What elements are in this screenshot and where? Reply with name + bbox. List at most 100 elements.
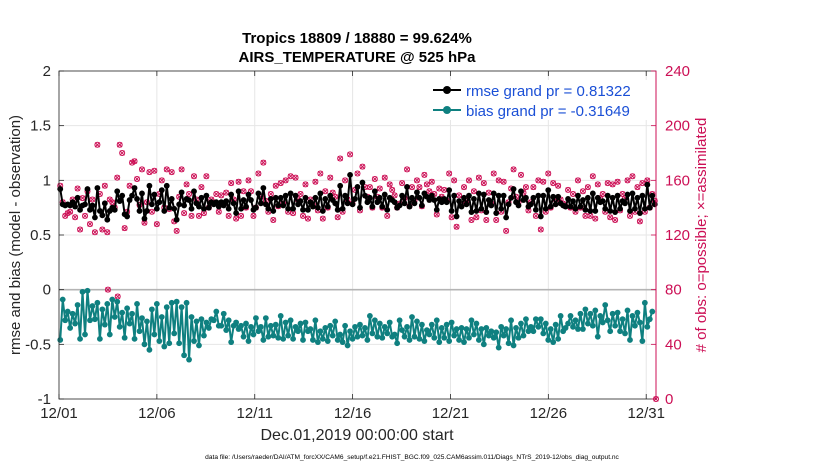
rmse-point	[369, 203, 376, 210]
obs-possible-marker	[579, 188, 586, 195]
obs-possible-marker	[86, 221, 93, 228]
rmse-point	[116, 198, 123, 205]
obs-possible-marker	[614, 178, 621, 185]
obs-possible-marker	[337, 155, 344, 162]
obs-possible-marker	[151, 167, 158, 174]
rmse-point	[357, 204, 363, 211]
obs-possible-marker	[451, 177, 458, 184]
obs-assimilated-marker	[637, 218, 643, 224]
bias-point	[158, 314, 165, 320]
bias-point	[580, 326, 586, 332]
rmse-point	[168, 196, 175, 202]
bias-point	[357, 321, 363, 328]
bias-point	[475, 337, 482, 343]
obs-assimilated-marker	[139, 166, 145, 173]
obs-possible-marker	[304, 215, 311, 222]
rmse-point	[399, 192, 405, 199]
obs-possible-marker	[342, 177, 349, 184]
rmse-point	[176, 201, 183, 208]
bias-point	[441, 334, 448, 341]
bias-point	[72, 320, 79, 327]
rmse-point	[339, 205, 346, 212]
bias-point	[431, 334, 438, 341]
x-axis-ticks: 12/01 12/06 12/11 12/16 12/21 12/26 12/31	[40, 71, 665, 422]
rmse-point	[471, 196, 477, 202]
obs-assimilated-marker	[354, 170, 361, 177]
obs-assimilated-marker	[392, 192, 398, 199]
rmse-point	[433, 206, 440, 213]
obs-assimilated-marker	[255, 170, 262, 177]
obs-possible-marker	[384, 212, 391, 219]
rmse-point	[634, 194, 641, 201]
obs-assimilated-marker	[496, 177, 502, 183]
bias-point	[550, 339, 557, 346]
rmse-point	[272, 194, 279, 201]
rmse-point	[466, 192, 472, 199]
rmse-point	[617, 205, 623, 212]
bias-point	[310, 337, 316, 343]
rmse-point	[592, 208, 599, 214]
obs-assimilated-marker	[240, 188, 247, 194]
obs-assimilated-marker	[384, 213, 390, 219]
obs-assimilated-marker	[441, 187, 447, 193]
obs-assimilated-marker	[639, 180, 646, 186]
obs-possible-marker	[391, 192, 398, 199]
rmse-point	[456, 198, 462, 205]
obs-assimilated-marker	[342, 177, 348, 183]
obs-assimilated-marker	[483, 217, 489, 223]
rmse-point	[535, 192, 542, 199]
obs-possible-marker	[134, 175, 141, 182]
rmse-point	[518, 188, 524, 195]
obs-assimilated-marker	[250, 213, 257, 219]
rmse-point	[582, 206, 589, 213]
rmse-point	[253, 204, 259, 211]
bias-point	[205, 325, 212, 331]
rmse-point	[312, 194, 319, 201]
rmse-point	[205, 204, 212, 211]
bias-point	[262, 315, 269, 321]
obs-possible-marker	[91, 229, 98, 236]
rmse-point	[641, 205, 648, 212]
bias-point	[518, 320, 524, 327]
obs-possible-marker	[327, 174, 334, 181]
obs-possible-marker	[312, 178, 319, 185]
obs-assimilated-marker	[429, 179, 435, 185]
bias-point	[161, 343, 168, 350]
obs-possible-marker	[89, 196, 96, 203]
rmse-point	[384, 206, 391, 213]
bias-point	[203, 319, 210, 326]
rmse-point	[158, 187, 165, 194]
obs-possible-marker	[540, 178, 547, 185]
obs-assimilated-marker	[605, 180, 611, 186]
bias-point	[612, 322, 619, 329]
rmse-point	[153, 205, 160, 212]
obs-possible-marker	[483, 216, 490, 223]
x-tick-label: 12/31	[627, 405, 665, 422]
y-right-tick-label: 240	[665, 63, 690, 80]
rmse-point	[104, 216, 111, 223]
obs-assimilated-marker	[268, 191, 274, 197]
bias-point	[386, 319, 393, 326]
obs-possible-marker	[94, 141, 101, 148]
obs-possible-marker	[624, 177, 631, 184]
bias-point	[163, 304, 170, 311]
obs-possible-marker	[300, 212, 307, 219]
rmse-point	[201, 205, 207, 212]
bias-point	[109, 296, 116, 303]
bias-point	[406, 337, 413, 343]
rmse-point	[148, 201, 155, 208]
obs-assimilated-marker	[102, 183, 108, 189]
bias-point	[272, 321, 279, 328]
obs-assimilated-marker	[89, 196, 96, 203]
rmse-point	[575, 192, 581, 199]
obs-possible-marker	[386, 181, 393, 188]
rmse-point	[599, 198, 606, 205]
bias-point	[528, 323, 534, 330]
obs-assimilated-marker	[77, 226, 83, 233]
obs-assimilated-marker	[624, 177, 631, 183]
bias-point	[485, 332, 492, 339]
obs-possible-marker	[480, 180, 487, 187]
bias-point	[567, 313, 574, 319]
rmse-point	[614, 192, 621, 199]
